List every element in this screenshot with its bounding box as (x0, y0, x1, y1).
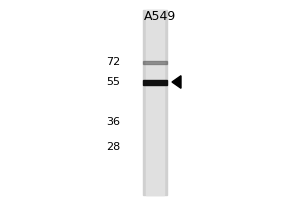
Bar (143, 10, 167, 195)
Text: 28: 28 (106, 142, 120, 152)
Text: 72: 72 (106, 57, 120, 67)
Bar (143, 61, 167, 64)
Text: 36: 36 (106, 117, 120, 127)
Text: 55: 55 (106, 77, 120, 87)
Bar (143, 80, 167, 85)
Bar (146, 10, 164, 195)
Text: A549: A549 (144, 10, 176, 23)
Polygon shape (172, 76, 181, 88)
